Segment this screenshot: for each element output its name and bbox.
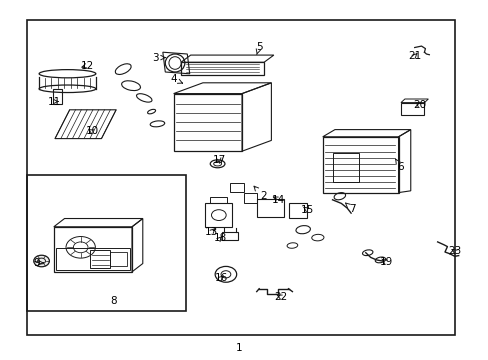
Text: 1: 1 bbox=[236, 343, 243, 354]
Bar bbox=[210, 197, 227, 203]
Bar bbox=[400, 103, 424, 115]
Text: 15: 15 bbox=[300, 204, 313, 215]
Text: 20: 20 bbox=[412, 100, 425, 110]
Bar bbox=[289, 203, 306, 218]
Bar bbox=[54, 227, 132, 272]
Text: 11: 11 bbox=[48, 96, 61, 107]
Text: 21: 21 bbox=[407, 51, 421, 61]
Text: 7: 7 bbox=[345, 203, 355, 214]
Text: 5: 5 bbox=[255, 42, 262, 55]
Text: 14: 14 bbox=[271, 195, 285, 205]
Bar bbox=[56, 248, 129, 270]
Text: 4: 4 bbox=[170, 74, 182, 84]
Text: 18: 18 bbox=[213, 233, 226, 243]
Bar bbox=[181, 62, 264, 75]
Text: 10: 10 bbox=[85, 126, 98, 136]
Text: 3: 3 bbox=[152, 53, 165, 63]
Text: 6: 6 bbox=[395, 159, 404, 172]
Bar bbox=[27, 20, 454, 335]
Bar bbox=[244, 193, 256, 203]
Text: 16: 16 bbox=[214, 273, 227, 283]
Bar bbox=[53, 89, 61, 104]
Bar bbox=[173, 94, 242, 151]
Text: 9: 9 bbox=[33, 258, 43, 268]
Text: 19: 19 bbox=[379, 257, 392, 267]
Text: 22: 22 bbox=[274, 292, 287, 302]
Text: 8: 8 bbox=[110, 296, 117, 306]
Text: 2: 2 bbox=[253, 186, 266, 201]
Circle shape bbox=[34, 255, 49, 267]
Bar bbox=[332, 153, 359, 182]
Bar bbox=[256, 199, 283, 217]
Text: 23: 23 bbox=[447, 246, 461, 256]
Bar bbox=[27, 175, 185, 311]
Bar bbox=[110, 252, 127, 266]
Text: 17: 17 bbox=[212, 155, 225, 165]
Text: 12: 12 bbox=[80, 60, 94, 71]
Text: 13: 13 bbox=[204, 227, 218, 237]
Bar bbox=[229, 183, 243, 192]
Bar bbox=[322, 137, 398, 193]
Bar bbox=[90, 250, 110, 268]
Bar bbox=[205, 203, 232, 227]
Bar bbox=[222, 232, 238, 240]
